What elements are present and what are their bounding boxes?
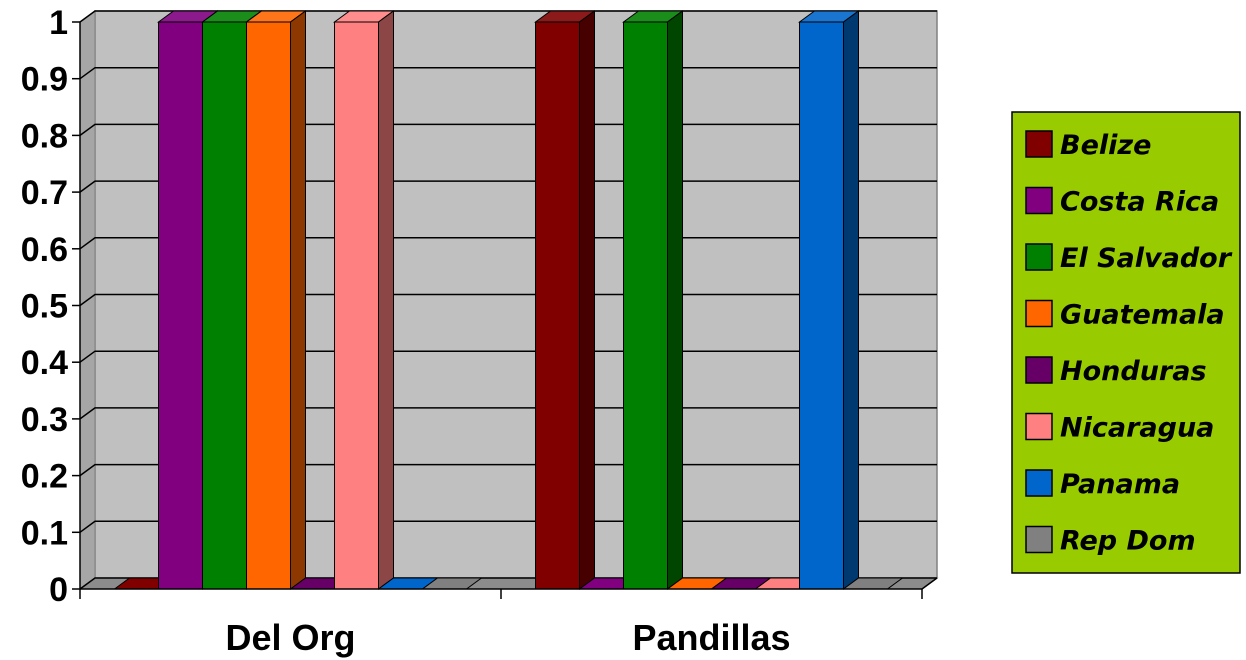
legend-swatch	[1025, 525, 1053, 554]
legend-label: Honduras	[1060, 356, 1207, 387]
y-tick-label: 0.9	[21, 61, 68, 99]
bar	[332, 10, 396, 590]
legend-item: Rep Dom	[1025, 525, 1196, 557]
x-tick-label: Pandillas	[632, 617, 790, 658]
legend-swatch	[1025, 412, 1053, 441]
x-tick-label: Del Org	[225, 617, 355, 658]
legend-item: Honduras	[1025, 356, 1207, 387]
y-tick-label: 0.4	[21, 344, 68, 382]
bars	[112, 10, 905, 590]
legend-label: Panama	[1060, 469, 1180, 500]
legend-swatch	[1025, 299, 1053, 328]
legend-item: Belize	[1025, 130, 1151, 161]
legend-item: Panama	[1025, 469, 1180, 500]
bar-side	[579, 10, 595, 590]
y-tick-label: 0	[49, 571, 68, 609]
y-tick-label: 0.3	[21, 401, 68, 439]
y-tick-label: 0.6	[21, 231, 68, 269]
legend-box	[1011, 111, 1241, 574]
bar-front	[158, 21, 203, 590]
legend-label: Rep Dom	[1060, 526, 1196, 557]
y-tick-label: 0.7	[21, 174, 68, 212]
legend-swatch	[1025, 243, 1053, 271]
legend: Belize Costa Rica El Salvador Guatemala Hond…	[1011, 111, 1241, 574]
y-tick-label: 0.8	[21, 117, 68, 155]
bar	[533, 10, 597, 590]
bar-front	[334, 21, 379, 590]
bar	[621, 10, 685, 590]
legend-item: El Salvador	[1025, 243, 1233, 274]
legend-swatch	[1025, 186, 1053, 215]
y-tick-label: 0.1	[21, 514, 68, 552]
y-tick-label: 1	[49, 4, 68, 42]
legend-swatch	[1025, 130, 1053, 158]
bar	[244, 10, 308, 590]
y-tick-label: 0.2	[21, 458, 68, 496]
bar-front	[246, 21, 291, 590]
bar-front	[623, 21, 668, 590]
legend-label: Belize	[1060, 130, 1151, 161]
legend-label: El Salvador	[1060, 243, 1233, 274]
legend-item: Nicaragua	[1025, 412, 1214, 444]
legend-label: Costa Rica	[1060, 187, 1219, 218]
bar-side	[843, 10, 859, 590]
floor-edge	[921, 577, 938, 590]
legend-label: Nicaragua	[1060, 413, 1214, 444]
legend-swatch	[1025, 356, 1053, 384]
legend-item: Costa Rica	[1025, 186, 1219, 218]
bar-front	[535, 21, 580, 590]
y-tick-label: 0.5	[21, 288, 68, 326]
legend-label: Guatemala	[1060, 300, 1225, 331]
legend-swatch	[1025, 469, 1053, 497]
bar-front	[202, 21, 247, 590]
bar-side	[667, 10, 683, 590]
bar-front	[799, 21, 844, 590]
bar-side	[378, 10, 394, 590]
bar-side	[290, 10, 306, 590]
axes: 0 0.1 0.2 0.3 0.4 0.5 0.6 0.7 0.8 0.9 1 Del Org Pand…	[21, 4, 938, 658]
bar	[797, 10, 861, 590]
legend-item: Guatemala	[1025, 299, 1225, 331]
